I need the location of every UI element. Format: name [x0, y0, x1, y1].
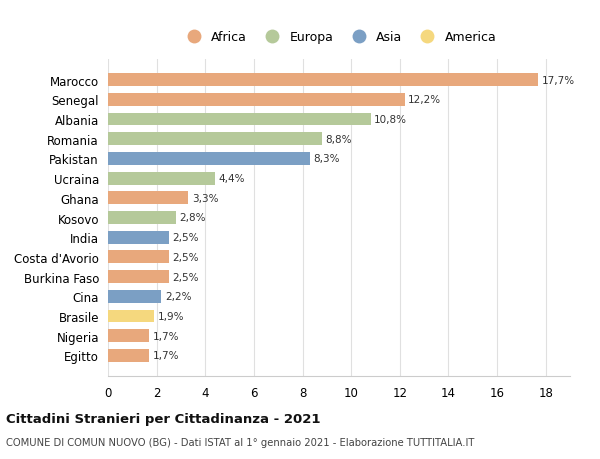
Text: 2,5%: 2,5%	[172, 233, 199, 243]
Text: 2,8%: 2,8%	[180, 213, 206, 223]
Text: 1,7%: 1,7%	[153, 331, 179, 341]
Text: 2,5%: 2,5%	[172, 252, 199, 263]
Text: 12,2%: 12,2%	[408, 95, 442, 105]
Bar	[108, 153, 310, 165]
Bar	[108, 172, 215, 185]
Text: 3,3%: 3,3%	[192, 193, 218, 203]
Bar	[108, 94, 404, 106]
Text: 2,2%: 2,2%	[165, 291, 191, 302]
Text: 1,7%: 1,7%	[153, 351, 179, 361]
Bar	[108, 330, 149, 342]
Text: 8,3%: 8,3%	[313, 154, 340, 164]
Bar	[108, 212, 176, 224]
Legend: Africa, Europa, Asia, America: Africa, Europa, Asia, America	[175, 25, 503, 50]
Text: 1,9%: 1,9%	[158, 311, 184, 321]
Bar	[108, 231, 169, 244]
Bar	[108, 192, 188, 205]
Text: Cittadini Stranieri per Cittadinanza - 2021: Cittadini Stranieri per Cittadinanza - 2…	[6, 412, 320, 425]
Text: 4,4%: 4,4%	[218, 174, 245, 184]
Bar	[108, 74, 538, 87]
Bar	[108, 290, 161, 303]
Bar	[108, 113, 371, 126]
Text: COMUNE DI COMUN NUOVO (BG) - Dati ISTAT al 1° gennaio 2021 - Elaborazione TUTTIT: COMUNE DI COMUN NUOVO (BG) - Dati ISTAT …	[6, 437, 475, 447]
Bar	[108, 251, 169, 264]
Text: 10,8%: 10,8%	[374, 115, 407, 125]
Bar	[108, 133, 322, 146]
Text: 8,8%: 8,8%	[326, 134, 352, 145]
Bar	[108, 271, 169, 283]
Text: 17,7%: 17,7%	[542, 75, 575, 85]
Bar	[108, 310, 154, 323]
Bar	[108, 349, 149, 362]
Text: 2,5%: 2,5%	[172, 272, 199, 282]
